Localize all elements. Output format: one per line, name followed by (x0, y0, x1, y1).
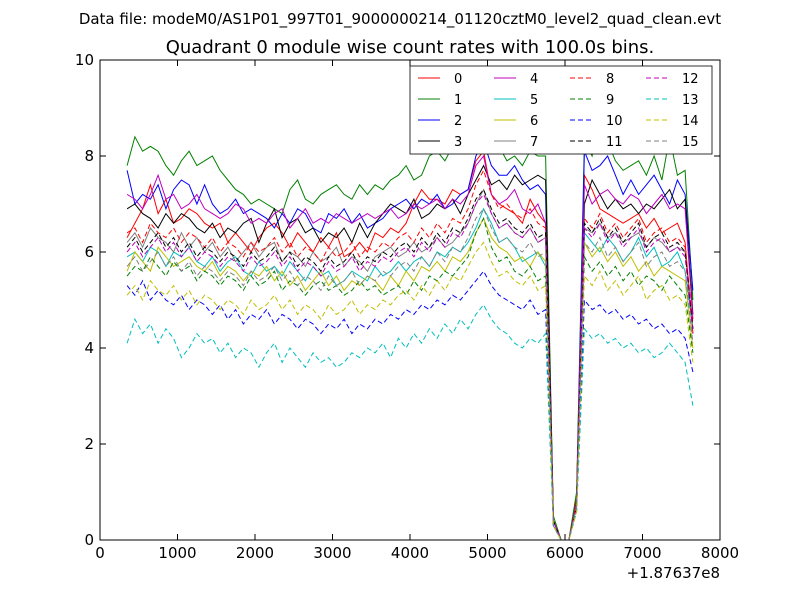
legend-label-15: 15 (682, 135, 699, 150)
x-tick-label: 3000 (313, 544, 351, 562)
legend-label-10: 10 (606, 114, 623, 129)
series-line-5 (126, 207, 694, 540)
legend-label-4: 4 (530, 72, 538, 87)
x-tick-label: 4000 (391, 544, 429, 562)
legend-label-12: 12 (682, 72, 699, 87)
series-line-15 (126, 207, 694, 540)
data-file-suptitle: Data file: modeM0/AS1P01_997T01_90000002… (79, 10, 721, 29)
legend-label-8: 8 (606, 72, 614, 87)
legend-label-0: 0 (454, 72, 462, 87)
series-line-12 (126, 193, 694, 540)
x-tick-label: 5000 (468, 544, 506, 562)
legend-label-5: 5 (530, 93, 538, 108)
legend-label-14: 14 (682, 114, 699, 129)
series-line-14 (126, 241, 694, 540)
x-tick-label: 0 (95, 544, 105, 562)
legend-label-13: 13 (682, 93, 699, 108)
legend-label-1: 1 (454, 93, 462, 108)
series-line-13 (126, 303, 694, 540)
series-line-10 (126, 270, 694, 540)
series-line-6 (126, 217, 694, 540)
legend-label-3: 3 (454, 135, 462, 150)
legend-label-11: 11 (606, 135, 623, 150)
y-tick-label: 8 (84, 147, 94, 165)
series-line-3 (126, 164, 694, 540)
x-tick-label: 7000 (623, 544, 661, 562)
series-line-9 (126, 217, 694, 540)
x-tick-label: 1000 (158, 544, 196, 562)
x-tick-label: 8000 (701, 544, 739, 562)
series-line-2 (126, 140, 694, 540)
series-line-11 (126, 188, 694, 540)
legend-box (409, 65, 713, 155)
chart-title: Quadrant 0 module wise count rates with … (166, 37, 655, 58)
y-tick-label: 0 (84, 531, 94, 549)
series-line-4 (126, 154, 694, 540)
x-tick-label: 2000 (236, 544, 274, 562)
y-tick-label: 4 (84, 339, 94, 357)
x-axis-offset-label: +1.87637e8 (627, 564, 720, 582)
series-layer (126, 111, 694, 540)
x-tick-label: 6000 (546, 544, 584, 562)
legend-label-2: 2 (454, 114, 462, 129)
y-tick-label: 10 (75, 51, 94, 69)
legend-label-6: 6 (530, 114, 538, 129)
series-line-8 (126, 169, 694, 540)
series-line-0 (126, 150, 694, 540)
y-tick-label: 6 (84, 243, 94, 261)
legend-label-7: 7 (530, 135, 538, 150)
y-tick-label: 2 (84, 435, 94, 453)
series-line-1 (126, 111, 694, 540)
plot-frame (99, 59, 721, 541)
legend-label-9: 9 (606, 93, 614, 108)
